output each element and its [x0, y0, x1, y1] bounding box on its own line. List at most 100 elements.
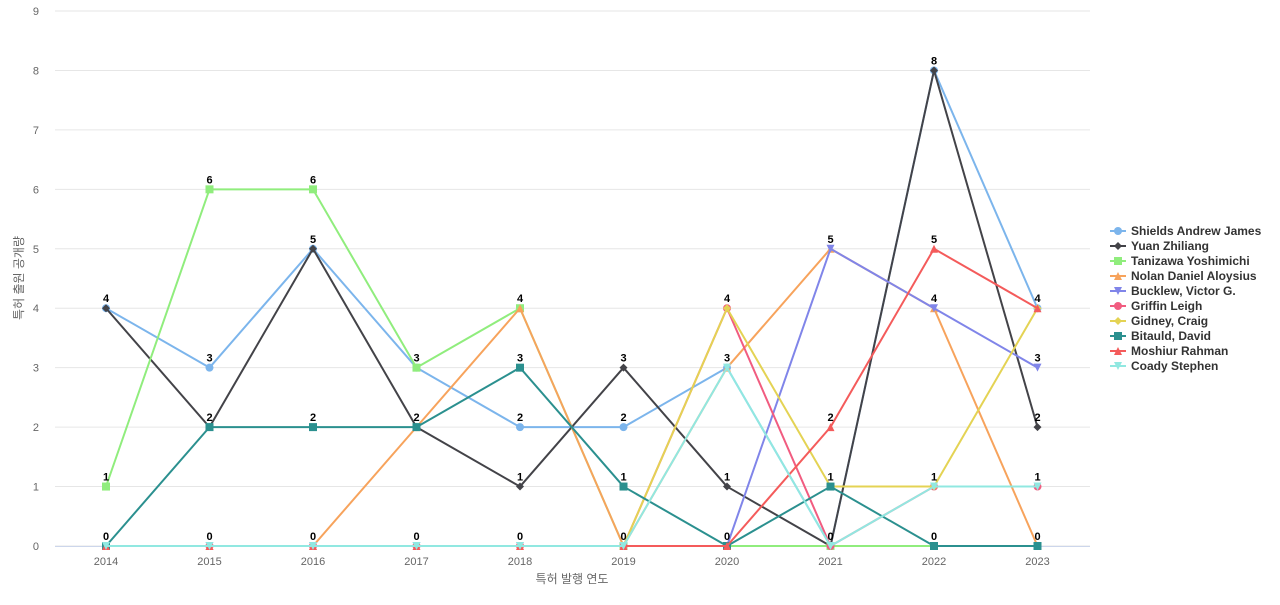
legend-item[interactable]: Yuan Zhiliang — [1110, 239, 1209, 253]
data-label: 2 — [517, 412, 523, 424]
series-line[interactable] — [105, 366, 1038, 547]
legend-marker[interactable] — [1114, 287, 1122, 295]
legend-label[interactable]: Shields Andrew James — [1131, 224, 1262, 238]
y-tick-label: 1 — [33, 482, 39, 494]
legend-item[interactable]: Griffin Leigh — [1110, 299, 1202, 313]
data-point[interactable] — [619, 482, 628, 491]
x-axis-ticks: 2014 2015 2016 2017 2018 2019 2020 2021 2022 2023 — [94, 556, 1050, 568]
data-point[interactable] — [205, 423, 214, 432]
data-point[interactable] — [102, 304, 110, 313]
legend-item[interactable]: Moshiur Rahman — [1110, 344, 1228, 358]
data-point[interactable] — [412, 542, 421, 550]
legend-label[interactable]: Coady Stephen — [1131, 359, 1218, 373]
data-point[interactable] — [516, 542, 524, 550]
data-point[interactable] — [1033, 363, 1042, 372]
data-point[interactable] — [930, 244, 938, 253]
legend-marker[interactable] — [1114, 302, 1122, 310]
data-point[interactable] — [516, 363, 524, 372]
data-point[interactable] — [930, 66, 938, 75]
y-tick-label: 4 — [33, 303, 39, 315]
legend-label[interactable]: Griffin Leigh — [1131, 299, 1202, 313]
data-label: 3 — [1034, 353, 1040, 365]
data-point[interactable] — [723, 304, 731, 313]
series-bucklew-victor-g[interactable] — [102, 244, 1042, 550]
data-point[interactable] — [205, 542, 214, 550]
legend-item[interactable]: Bucklew, Victor G. — [1110, 284, 1236, 298]
data-label: 4 — [724, 293, 731, 305]
data-point[interactable] — [102, 542, 110, 550]
data-point[interactable] — [826, 244, 835, 253]
data-point[interactable] — [412, 363, 421, 372]
legend-item[interactable]: Tanizawa Yoshimichi — [1110, 254, 1250, 268]
data-point[interactable] — [309, 244, 317, 253]
legend-item[interactable]: Nolan Daniel Aloysius — [1110, 269, 1257, 283]
legend-marker[interactable] — [1114, 257, 1122, 265]
x-tick-label: 2021 — [818, 556, 842, 568]
data-point[interactable] — [619, 423, 628, 432]
legend-label[interactable]: Moshiur Rahman — [1131, 344, 1228, 358]
data-point[interactable] — [309, 542, 317, 550]
legend-marker[interactable] — [1114, 347, 1122, 355]
data-point[interactable] — [619, 363, 628, 372]
series-line[interactable] — [106, 366, 1038, 547]
data-point[interactable] — [1033, 482, 1042, 491]
y-tick-label: 3 — [33, 363, 39, 375]
data-label: 0 — [1034, 531, 1040, 543]
series-line[interactable] — [106, 247, 1039, 547]
series-coady-stephen[interactable] — [102, 363, 1042, 550]
legend-label[interactable]: Yuan Zhiliang — [1131, 239, 1209, 253]
data-point[interactable] — [826, 482, 835, 491]
data-point[interactable] — [723, 363, 731, 372]
legend-item[interactable]: Bitauld, David — [1110, 329, 1211, 343]
legend-marker[interactable] — [1114, 242, 1122, 250]
data-point[interactable] — [826, 542, 835, 550]
legend-item[interactable]: Gidney, Craig — [1110, 314, 1208, 328]
series-line[interactable] — [106, 247, 1038, 547]
series-moshiur-rahman[interactable] — [102, 244, 1042, 550]
legend-label[interactable]: Bucklew, Victor G. — [1131, 284, 1236, 298]
data-point[interactable] — [205, 185, 214, 194]
legend-label[interactable]: Tanizawa Yoshimichi — [1131, 254, 1250, 268]
data-point[interactable] — [930, 304, 938, 313]
data-label: 0 — [517, 531, 523, 543]
data-point[interactable] — [723, 542, 731, 550]
y-tick-label: 7 — [33, 125, 39, 137]
data-point[interactable] — [619, 542, 628, 550]
data-point[interactable] — [309, 423, 317, 432]
data-point[interactable] — [826, 423, 835, 432]
legend-label[interactable]: Nolan Daniel Aloysius — [1131, 269, 1257, 283]
data-label: 2 — [310, 412, 316, 424]
legend-marker[interactable] — [1114, 317, 1122, 325]
data-point[interactable] — [723, 482, 731, 491]
data-point[interactable] — [516, 482, 524, 491]
data-point[interactable] — [1033, 304, 1042, 313]
series-lines — [102, 66, 1042, 550]
series-nolan-daniel-aloysius[interactable] — [102, 244, 1042, 550]
data-point[interactable] — [412, 423, 421, 432]
data-point[interactable] — [1033, 423, 1042, 432]
legend-marker[interactable] — [1114, 272, 1122, 280]
data-point[interactable] — [930, 482, 938, 491]
legend-marker[interactable] — [1114, 332, 1122, 340]
data-point[interactable] — [516, 304, 524, 313]
data-point[interactable] — [309, 185, 317, 194]
x-tick-label: 2022 — [922, 556, 946, 568]
x-tick-label: 2015 — [197, 556, 221, 568]
data-label: 3 — [206, 353, 212, 365]
legend-label[interactable]: Bitauld, David — [1131, 329, 1211, 343]
data-point[interactable] — [1033, 542, 1042, 550]
legend-label[interactable]: Gidney, Craig — [1131, 314, 1208, 328]
data-point[interactable] — [102, 482, 110, 491]
data-point[interactable] — [205, 363, 214, 372]
legend-marker[interactable] — [1114, 227, 1122, 235]
legend-item[interactable]: Shields Andrew James — [1110, 224, 1262, 238]
data-point[interactable] — [930, 542, 938, 550]
data-point[interactable] — [516, 423, 524, 432]
legend-marker[interactable] — [1114, 362, 1122, 370]
series-line[interactable] — [106, 247, 1038, 547]
series-bitauld-david[interactable] — [102, 363, 1042, 550]
legend-item[interactable]: Coady Stephen — [1110, 359, 1218, 373]
